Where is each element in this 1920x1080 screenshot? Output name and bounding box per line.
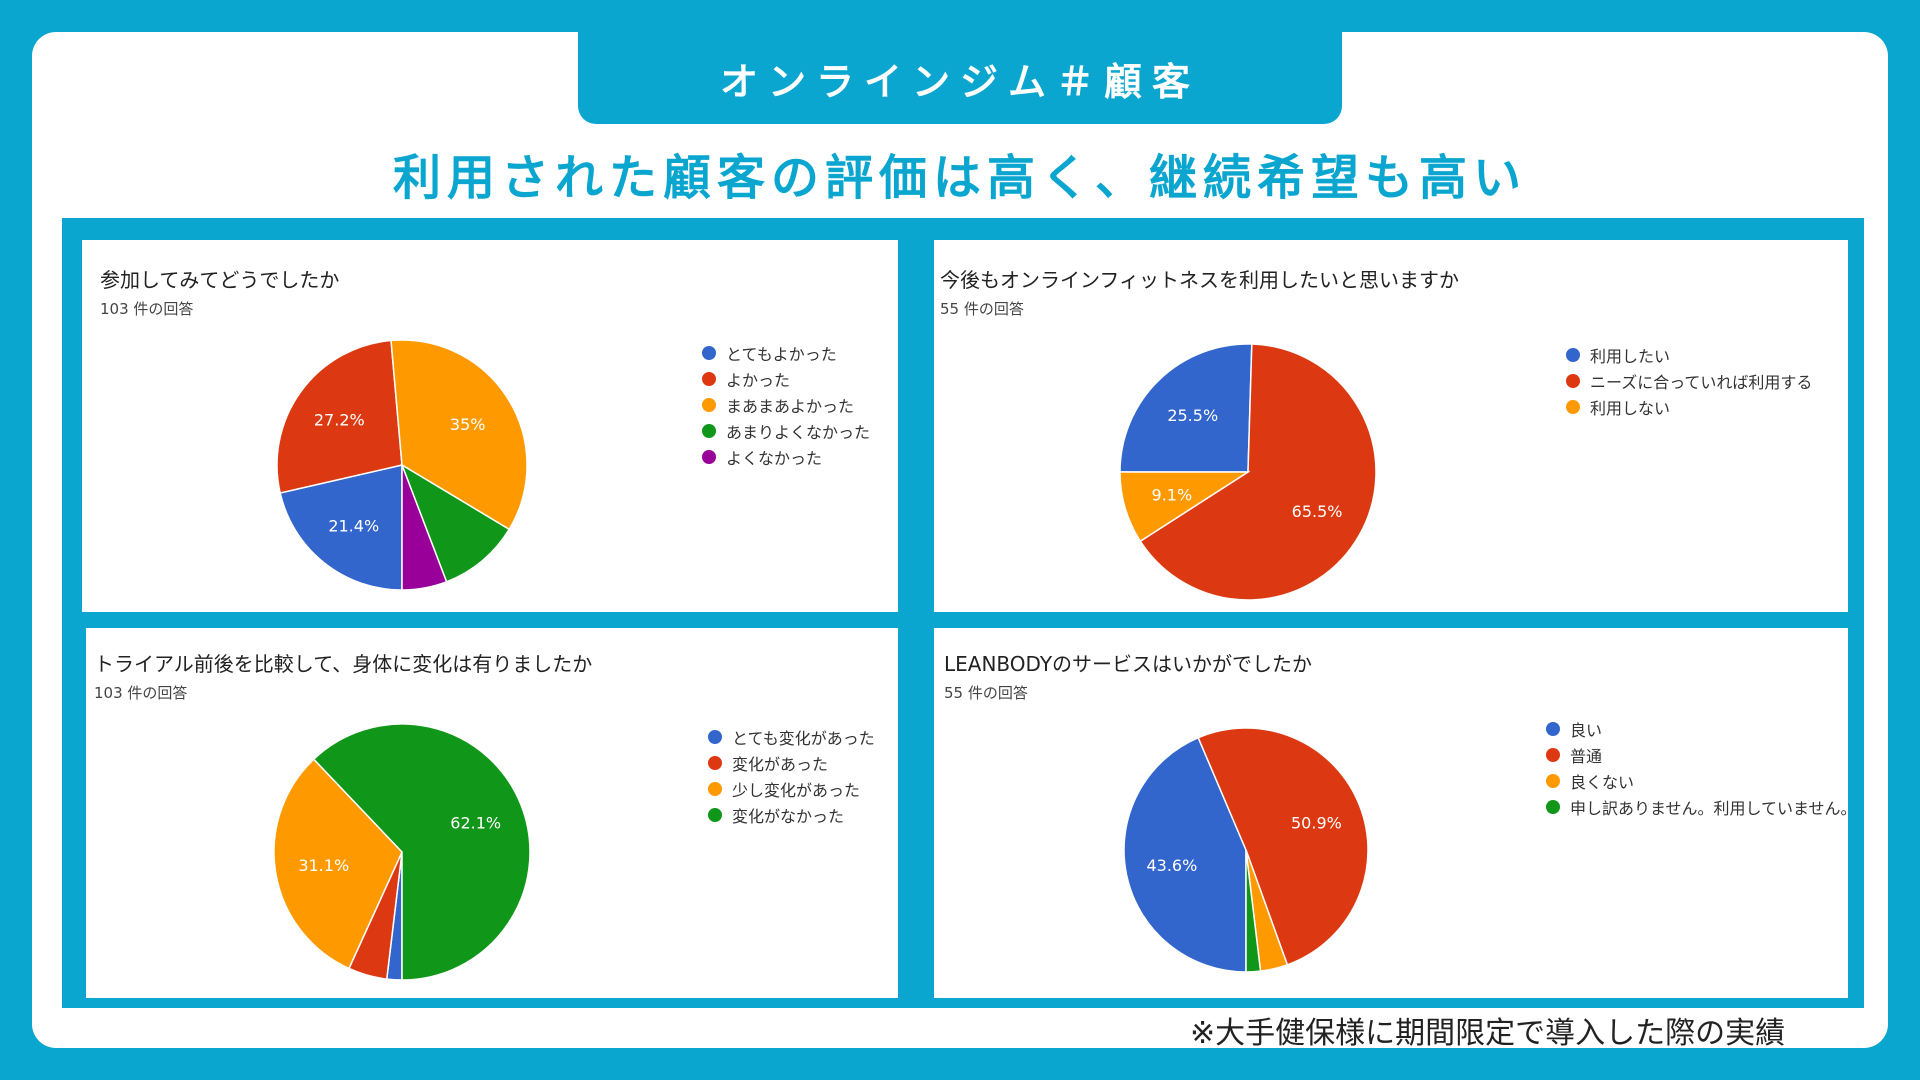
legend-label: まあまあよかった [726,397,855,416]
response-count: 103 件の回答 [94,684,188,702]
legend-item: 利用しない [1566,394,1812,420]
pie-slice [401,464,448,591]
pie-slice [1123,736,1247,973]
legend-item: 少し変化があった [708,776,875,802]
legend-label: よかった [726,371,791,390]
response-count: 55 件の回答 [940,300,1024,318]
pie-slice [1197,727,1369,966]
legend-swatch [702,450,716,464]
chart-title: 参加してみてどうでしたか [100,268,340,292]
legend-item: あまりよくなかった [702,418,870,444]
legend-label: 少し変化があった [732,781,861,800]
slice-label: 27.2% [314,410,365,429]
legend-label: とてもよかった [726,345,837,364]
pie-slice [276,339,403,494]
legend-label: 利用しない [1590,399,1671,418]
slice-label: 50.9% [1291,813,1342,832]
legend-item: 変化があった [708,750,875,776]
legend-item: とてもよかった [702,340,870,366]
pie-slice [390,339,528,531]
tab-title: オンラインジム＃顧客 [578,32,1342,124]
legend-label: とても変化があった [732,729,875,748]
legend-swatch [1546,748,1560,762]
legend-item: 利用したい [1566,342,1812,368]
legend-swatch [1546,722,1560,736]
legend-swatch [708,808,722,822]
chart-title: トライアル前後を比較して、身体に変化は有りましたか [94,652,593,676]
legend-swatch [1566,374,1580,388]
legend-item: 変化がなかった [708,802,875,828]
legend-4: 良い普通良くない申し訳ありません。利用していません。 [1546,716,1848,820]
slice-label: 62.1% [450,814,501,833]
pie-slice [312,723,531,981]
chart-title: LEANBODYのサービスはいかがでしたか [944,652,1313,676]
headline: 利用された顧客の評価は高く、継続希望も高い [392,150,1527,206]
pie-chart-4: 43.6% 50.9% [1123,727,1369,973]
response-count: 103 件の回答 [100,300,194,318]
legend-swatch [1546,800,1560,814]
pie-chart-3: 31.1% 62.1% [273,723,531,981]
legend-label: 普通 [1570,747,1603,766]
pie-slice [279,464,403,591]
legend-item: よかった [702,366,870,392]
chart-panel-2: 今後もオンラインフィットネスを利用したいと思いますか 55 件の回答 25.5%… [934,240,1848,612]
legend-item: 良い [1546,716,1848,742]
slice-label: 65.5% [1292,502,1343,521]
legend-label: あまりよくなかった [726,423,871,442]
pie-slice [273,758,403,970]
slice-label: 35% [450,415,486,434]
legend-item: とても変化があった [708,724,875,750]
legend-swatch [1566,348,1580,362]
chart-panel-1: 参加してみてどうでしたか 103 件の回答 21.4% 27.2% 35% とてもよ… [82,240,898,612]
pie-chart-1: 21.4% 27.2% 35% [276,339,528,591]
legend-swatch [702,372,716,386]
chart-panel-3: トライアル前後を比較して、身体に変化は有りましたか 103 件の回答 31.1%… [86,628,898,998]
charts-area: 参加してみてどうでしたか 103 件の回答 21.4% 27.2% 35% とてもよ… [62,218,1864,1008]
legend-item: ニーズに合っていれば利用する [1566,368,1812,394]
pie-slice [1139,343,1377,601]
legend-label: 利用したい [1590,347,1671,366]
slice-label: 31.1% [298,856,349,875]
pie-chart-2: 25.5% 65.5% 9.1% [1119,343,1377,601]
legend-item: 普通 [1546,742,1848,768]
legend-3: とても変化があった 変化があった少し変化があった 変化がなかった [708,724,875,828]
footnote: ※大手健保様に期間限定で導入した際の実績 [1190,1016,1786,1051]
response-count: 55 件の回答 [944,684,1028,702]
legend-2: 利用したいニーズに合っていれば利用する 利用しない [1566,342,1812,420]
pie-slice [1119,471,1251,543]
legend-item: 申し訳ありません。利用していません。 [1546,794,1848,820]
legend-swatch [708,730,722,744]
legend-item: よくなかった [702,444,870,470]
legend-swatch [708,782,722,796]
legend-swatch [1566,400,1580,414]
legend-label: 変化がなかった [732,807,845,826]
legend-label: 申し訳ありません。利用していません。 [1570,799,1848,818]
slice-label: 21.4% [328,517,379,536]
legend-label: よくなかった [726,449,823,468]
legend-label: 良くない [1570,773,1635,792]
slice-label: 9.1% [1152,485,1193,504]
slice-label: 43.6% [1146,856,1197,875]
legend-swatch [702,398,716,412]
legend-swatch [702,424,716,438]
legend-label: ニーズに合っていれば利用する [1590,373,1813,392]
legend-label: 良い [1570,721,1603,740]
pie-slice [1245,849,1262,973]
legend-1: とてもよかった よかったまあまあよかった あまりよくなかった よくなかった [702,340,870,470]
legend-swatch [702,346,716,360]
pie-slice [1119,343,1253,473]
pie-slice [400,463,511,583]
chart-title: 今後もオンラインフィットネスを利用したいと思いますか [940,268,1459,292]
legend-item: まあまあよかった [702,392,870,418]
legend-item: 良くない [1546,768,1848,794]
legend-swatch [1546,774,1560,788]
legend-label: 変化があった [732,755,829,774]
chart-panel-4: LEANBODYのサービスはいかがでしたか 55 件の回答 43.6% 50.9%… [934,628,1848,998]
legend-swatch [708,756,722,770]
slice-label: 25.5% [1167,406,1218,425]
